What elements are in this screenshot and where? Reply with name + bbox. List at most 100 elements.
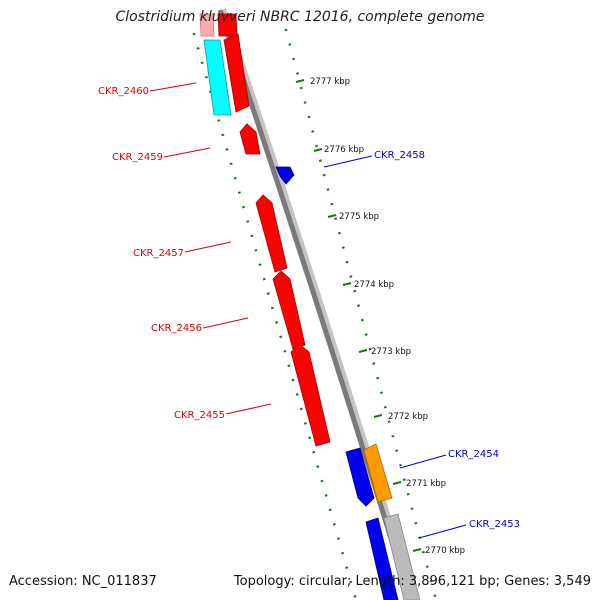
kbp-label: 2777 kbp: [310, 77, 350, 87]
tick-mark: [368, 347, 372, 351]
gene-label-ckr-2453[interactable]: CKR_2453: [469, 519, 520, 530]
tick-mark: [379, 391, 383, 395]
kbp-label: 2772 kbp: [388, 412, 428, 422]
tick-mark: [387, 420, 391, 424]
kbp-tick: [313, 148, 323, 152]
tick-mark: [254, 248, 258, 252]
gene-arrow-ckr-2455: [290, 343, 331, 447]
tick-mark: [324, 494, 328, 497]
tick-mark: [299, 407, 303, 411]
tick-mark: [284, 28, 288, 32]
kbp-label: 2774 kbp: [354, 280, 394, 290]
tick-mark: [233, 176, 237, 180]
tick-mark: [349, 580, 353, 584]
tick-mark: [237, 191, 241, 194]
tick-mark: [291, 378, 295, 382]
gene-label-ckr-2454[interactable]: CKR_2454: [448, 449, 499, 460]
kbp-tick: [327, 214, 337, 218]
tick-mark: [287, 364, 291, 368]
tick-mark: [200, 61, 204, 65]
tick-mark: [341, 551, 345, 555]
gene-label-leader: [225, 403, 272, 415]
tick-mark: [356, 304, 361, 307]
gene-label-ckr-2456[interactable]: CKR_2456: [151, 323, 202, 334]
tick-mark: [398, 463, 403, 467]
gene-label-ckr-2455[interactable]: CKR_2455: [174, 410, 225, 421]
gene-label-leader: [399, 454, 447, 469]
kbp-tick: [373, 414, 383, 418]
tick-mark: [192, 32, 196, 36]
tick-mark: [241, 205, 246, 209]
kbp-scale: 2777 kbp 2776 kbp 2775 kbp 2774 kbp 2773…: [295, 77, 465, 556]
tick-mark: [275, 321, 279, 324]
tick-mark: [406, 492, 410, 496]
gene-label-leader: [323, 155, 373, 168]
tick-mark: [360, 318, 364, 322]
tick-mark: [283, 349, 287, 353]
gene-arrow-ckr-2459: [239, 123, 261, 155]
gene-labels-right: CKR_2458 CKR_2454 CKR_2453: [323, 150, 520, 539]
kbp-tick: [392, 481, 402, 485]
gene-label-leader: [184, 241, 232, 253]
tick-mark: [334, 217, 338, 220]
gene-label-ckr-2457[interactable]: CKR_2457: [133, 248, 184, 259]
tick-mark: [217, 119, 221, 122]
tick-mark: [391, 434, 395, 438]
kbp-label: 2771 kbp: [406, 479, 446, 489]
tick-mark: [337, 231, 341, 235]
accession-text: Accession: NC_011837: [9, 574, 157, 589]
tick-mark: [303, 101, 307, 104]
map-title: Clostridium kluyveri NBRC 12016, complet…: [115, 9, 485, 25]
tick-mark: [353, 595, 357, 598]
tick-mark: [372, 362, 376, 365]
gene-label-ckr-2460[interactable]: CKR_2460: [98, 86, 149, 97]
tick-mark: [320, 479, 324, 483]
tick-mark: [288, 43, 292, 46]
kbp-tick: [358, 349, 368, 353]
tick-mark: [336, 537, 341, 541]
tick-mark: [376, 376, 380, 380]
tick-mark: [326, 188, 330, 191]
gene-label-leader: [163, 147, 211, 158]
tick-mark: [262, 277, 266, 281]
gene-arrow-ckr-2456: [272, 270, 306, 350]
tick-mark: [250, 234, 254, 238]
gene-arrow-orange: [363, 443, 393, 503]
tick-mark: [221, 133, 225, 137]
gene-arrow-ckr-2457: [255, 194, 288, 273]
kbp-tick: [295, 79, 305, 83]
tick-mark: [295, 393, 299, 396]
tick-mark: [311, 130, 315, 133]
tick-mark: [353, 289, 357, 293]
tick-mark: [246, 220, 250, 223]
tick-mark: [332, 522, 336, 526]
tick-mark: [410, 507, 414, 511]
tick-mark: [312, 450, 316, 454]
tick-mark: [341, 246, 345, 249]
tick-mark: [364, 333, 368, 336]
tick-mark: [303, 422, 307, 425]
tick-mark: [204, 75, 208, 79]
gene-label-ckr-2459[interactable]: CKR_2459: [112, 152, 163, 163]
gene-label-leader: [418, 524, 467, 539]
tick-mark: [395, 449, 399, 453]
tick-mark: [299, 86, 303, 90]
outer-tick-ring: [284, 28, 437, 598]
tick-mark: [318, 159, 322, 162]
gene-arrow-cyan: [203, 39, 232, 116]
tick-mark: [349, 275, 353, 278]
tick-mark: [292, 57, 296, 61]
tick-mark: [258, 263, 262, 267]
tick-mark: [345, 260, 349, 264]
tick-mark: [425, 565, 429, 569]
tick-mark: [429, 579, 433, 583]
gene-arrow-ckr-2458: [275, 166, 295, 185]
tick-mark: [308, 436, 312, 440]
kbp-label: 2770 kbp: [425, 546, 465, 556]
gene-label-ckr-2458[interactable]: CKR_2458: [374, 150, 425, 161]
tick-mark: [266, 292, 270, 295]
genome-summary-text: Topology: circular; Length: 3,896,121 bp…: [233, 574, 591, 589]
tick-mark: [383, 405, 387, 409]
gene-label-leader: [149, 82, 197, 92]
